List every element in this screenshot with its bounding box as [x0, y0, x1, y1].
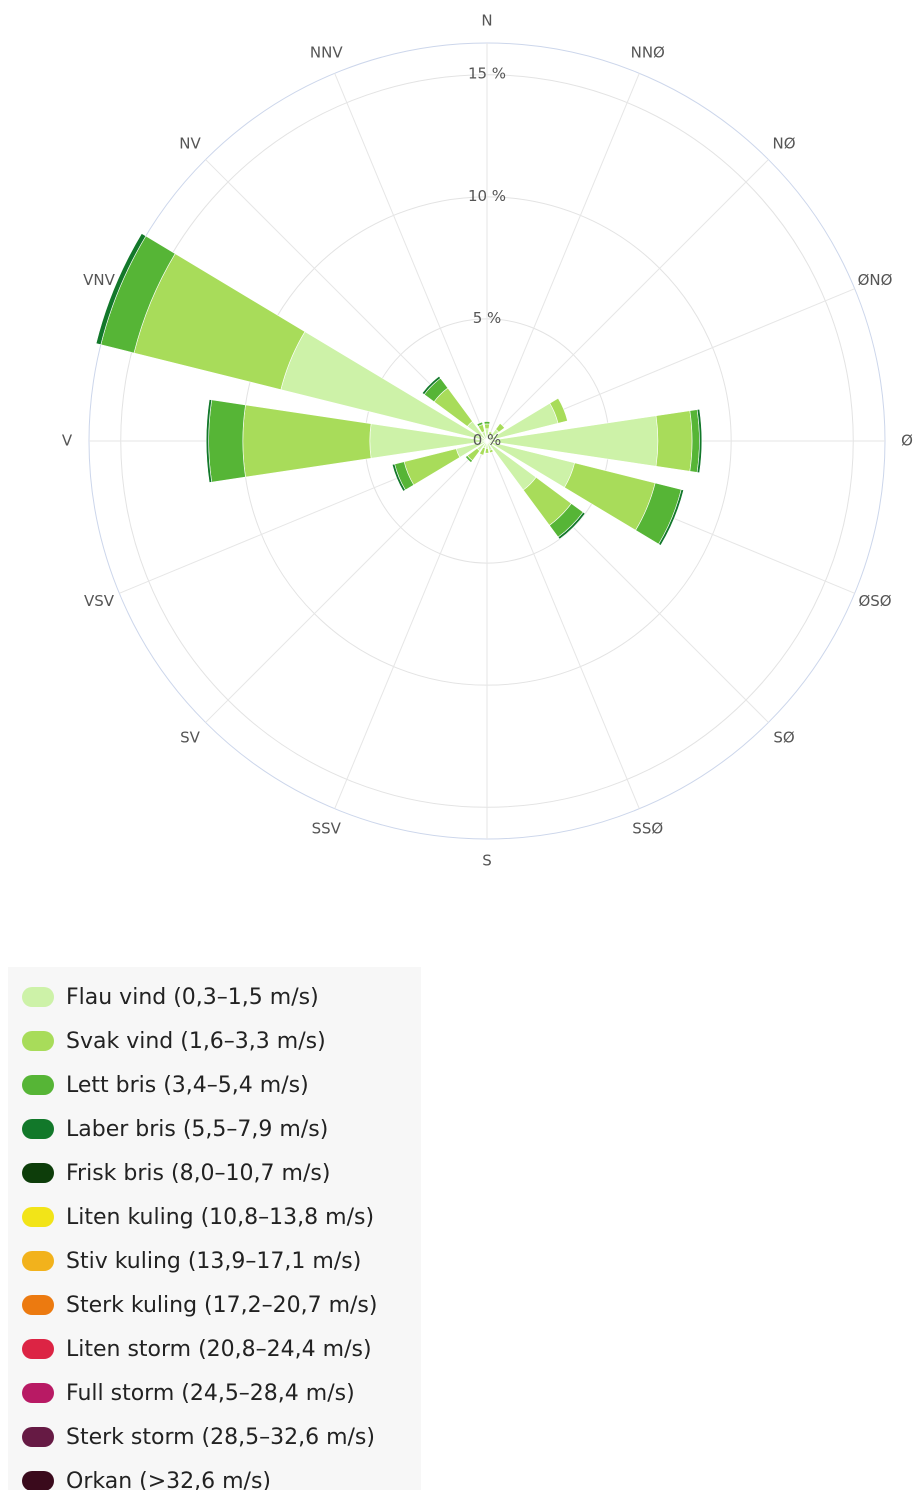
legend-label: Sterk kuling (17,2–20,7 m/s): [66, 1292, 378, 1318]
legend-swatch: [22, 1383, 54, 1403]
radial-tick-label: 0 %: [473, 431, 502, 449]
legend-item[interactable]: Liten kuling (10,8–13,8 m/s): [22, 1201, 374, 1233]
legend-item[interactable]: Flau vind (0,3–1,5 m/s): [22, 981, 319, 1013]
wind-bar-segment: [479, 446, 486, 456]
legend-swatch: [22, 987, 54, 1007]
grid-spoke: [486, 159, 769, 442]
direction-label: V: [62, 432, 73, 450]
legend-item[interactable]: Frisk bris (8,0–10,7 m/s): [22, 1157, 330, 1189]
wind-bar-segment: [208, 399, 246, 483]
legend-label: Liten storm (20,8–24,4 m/s): [66, 1336, 372, 1362]
grid-spoke: [334, 73, 488, 442]
grid-spoke: [486, 440, 640, 809]
wind-bar-segment: [696, 408, 703, 474]
direction-labels: N NNØ NØ ØNØ Ø ØSØ SØ SSØ S SSV SV VSV V VNV NV NNV: [62, 12, 913, 870]
legend-label: Svak vind (1,6–3,3 m/s): [66, 1028, 326, 1054]
wind-bar-segment: [242, 404, 372, 478]
wind-bar-segment: [476, 421, 484, 427]
legend-item[interactable]: Sterk storm (28,5–32,6 m/s): [22, 1421, 375, 1453]
legend-swatch: [22, 1427, 54, 1447]
direction-label: SV: [180, 728, 201, 746]
wind-bar-segment: [391, 463, 406, 492]
wind-bar-segment: [486, 415, 659, 467]
legend-swatch: [22, 1471, 54, 1490]
direction-label: NNV: [310, 43, 343, 61]
direction-label: NV: [179, 135, 201, 153]
legend-swatch: [22, 1119, 54, 1139]
wind-bar-segment: [464, 455, 473, 464]
legend-item[interactable]: Sterk kuling (17,2–20,7 m/s): [22, 1289, 377, 1321]
legend-label: Lett bris (3,4–5,4 m/s): [66, 1072, 309, 1098]
wind-bar-segment: [488, 448, 494, 454]
direction-label: ØSØ: [858, 592, 891, 610]
legend-swatch: [22, 1031, 54, 1051]
wind-bar-segment: [557, 511, 586, 540]
legend-label: Liten kuling (10,8–13,8 m/s): [66, 1204, 375, 1230]
legend-item[interactable]: Orkan (>32,6 m/s): [22, 1465, 271, 1490]
legend-swatch: [22, 1251, 54, 1271]
wind-bar-segment: [403, 448, 461, 486]
direction-label: NNØ: [631, 43, 665, 61]
grid-spoke: [334, 440, 488, 809]
radial-tick-label: 10 %: [468, 187, 506, 205]
grid-spoke: [486, 73, 640, 442]
legend-item[interactable]: Liten storm (20,8–24,4 m/s): [22, 1333, 372, 1365]
direction-label: ØNØ: [858, 271, 893, 289]
radial-tick-labels: 0 % 5 % 10 % 15 %: [468, 65, 506, 449]
legend-label: Sterk storm (28,5–32,6 m/s): [66, 1424, 375, 1450]
wind-bar-segment: [484, 447, 490, 454]
direction-label: Ø: [901, 432, 913, 450]
wind-bar-segment: [658, 489, 685, 546]
legend: Flau vind (0,3–1,5 m/s) Svak vind (1,6–3,…: [8, 967, 421, 1490]
legend-label: Full storm (24,5–28,4 m/s): [66, 1380, 355, 1406]
direction-label: VNV: [83, 271, 115, 289]
legend-label: Stiv kuling (13,9–17,1 m/s): [66, 1248, 362, 1274]
direction-label: S: [482, 852, 492, 870]
wind-bar-segment: [95, 233, 147, 346]
wind-bar-segment: [549, 397, 568, 424]
legend-swatch: [22, 1295, 54, 1315]
wind-bar-segment: [495, 422, 506, 433]
direction-label: VSV: [84, 592, 115, 610]
legend-label: Laber bris (5,5–7,9 m/s): [66, 1116, 329, 1142]
wind-bar-segment: [483, 421, 491, 425]
grid-spoke: [205, 440, 488, 723]
legend-swatch: [22, 1207, 54, 1227]
legend-label: Flau vind (0,3–1,5 m/s): [66, 984, 319, 1010]
wind-bar-segment: [205, 399, 213, 483]
legend-item[interactable]: Laber bris (5,5–7,9 m/s): [22, 1113, 328, 1145]
wind-bars: [95, 233, 703, 546]
direction-label: N: [481, 12, 492, 30]
direction-label: NØ: [772, 135, 795, 153]
wind-bar-segment: [421, 375, 441, 395]
legend-swatch: [22, 1075, 54, 1095]
legend-item[interactable]: Stiv kuling (13,9–17,1 m/s): [22, 1245, 361, 1277]
legend-swatch: [22, 1339, 54, 1359]
legend-item[interactable]: Full storm (24,5–28,4 m/s): [22, 1377, 355, 1409]
legend-label: Orkan (>32,6 m/s): [66, 1468, 272, 1490]
legend-item[interactable]: Lett bris (3,4–5,4 m/s): [22, 1069, 309, 1101]
radial-tick-label: 5 %: [473, 309, 502, 327]
wind-bar-segment: [655, 410, 693, 472]
legend-swatch: [22, 1163, 54, 1183]
wind-rose-chart: N NNØ NØ ØNØ Ø ØSØ SØ SSØ S SSV SV VSV V VNV NV NNV 0 %…: [62, 12, 913, 870]
radial-tick-label: 15 %: [468, 65, 506, 83]
wind-bar-segment: [484, 423, 490, 430]
direction-label: SSV: [312, 820, 342, 838]
direction-label: SØ: [773, 728, 795, 746]
wind-bar-segment: [488, 431, 493, 436]
legend-item[interactable]: Svak vind (1,6–3,3 m/s): [22, 1025, 326, 1057]
legend-label: Frisk bris (8,0–10,7 m/s): [66, 1160, 331, 1186]
direction-label: SSØ: [632, 820, 663, 838]
wind-bar-segment: [369, 423, 488, 459]
